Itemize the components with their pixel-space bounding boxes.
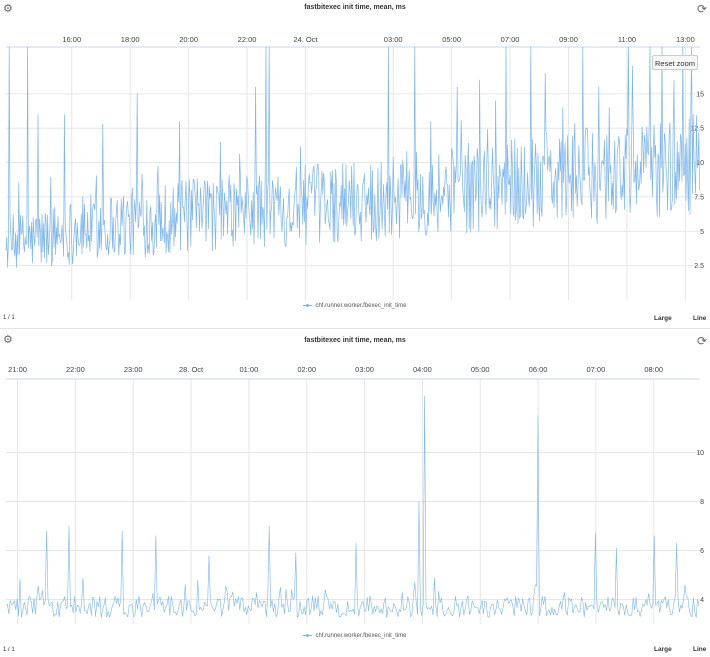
- size-large-button[interactable]: Large: [654, 646, 672, 653]
- x-tick-label: 23:00: [124, 365, 143, 374]
- y-tick-label: 4: [700, 597, 704, 604]
- gear-icon[interactable]: ⚙: [3, 334, 13, 346]
- x-tick-label: 22:00: [66, 365, 85, 374]
- y-tick-label: 8: [700, 499, 704, 506]
- x-tick-label: 02:00: [297, 365, 316, 374]
- x-tick-label: 20:00: [179, 35, 198, 44]
- page-indicator: 1 / 1: [3, 315, 15, 321]
- chart-title: fastbitexec init time, mean, ms: [304, 4, 406, 11]
- chart-panel-1: ⚙ fastbitexec init time, mean, ms ⟳ 16:0…: [0, 0, 710, 328]
- y-tick-label: 10: [696, 450, 704, 457]
- x-tick-label: 24. Oct: [293, 35, 318, 44]
- gear-icon[interactable]: ⚙: [3, 3, 13, 15]
- chart-plot-area[interactable]: 21:00 22:00 23:00 28. Oct 01:00 02:00 03:00 04:…: [0, 329, 710, 657]
- y-tick-label: 5: [700, 229, 704, 236]
- chart-panel-2: ⚙ fastbitexec init time, mean, ms ⟳ 21:0…: [0, 329, 710, 657]
- x-tick-label: 18:00: [121, 35, 140, 44]
- y-tick-label: 15: [696, 91, 704, 98]
- chart-plot-area[interactable]: 16:00 18:00 20:00 22:00 24. Oct 03:00 05:00 07:…: [0, 0, 710, 328]
- x-tick-label: 28. Oct: [179, 365, 204, 374]
- series-line: [5, 395, 700, 618]
- refresh-icon[interactable]: ⟳: [697, 334, 708, 348]
- line-mode-button[interactable]: Line: [693, 315, 707, 322]
- reset-zoom-button[interactable]: Reset zoom: [652, 55, 698, 70]
- x-tick-label: 09:00: [559, 35, 578, 44]
- y-tick-label: 12.5: [690, 126, 704, 133]
- x-tick-label: 08:00: [644, 365, 663, 374]
- x-tick-label: 06:00: [529, 365, 548, 374]
- legend-label: chf.runner.worker.fbexec_init_time: [315, 303, 407, 309]
- legend-item[interactable]: chf.runner.worker.fbexec_init_time: [0, 303, 710, 309]
- legend-swatch: [303, 633, 313, 637]
- x-tick-label: 01:00: [240, 365, 259, 374]
- x-tick-label: 07:00: [587, 365, 606, 374]
- page-indicator: 1 / 1: [3, 647, 15, 653]
- size-large-button[interactable]: Large: [654, 315, 672, 322]
- x-tick-label: 03:00: [355, 365, 374, 374]
- x-tick-label: 22:00: [238, 35, 257, 44]
- legend-label: chf.runner.worker.fbexec_init_time: [315, 633, 407, 639]
- x-tick-label: 16:00: [62, 35, 81, 44]
- x-tick-label: 05:00: [471, 365, 490, 374]
- refresh-icon[interactable]: ⟳: [697, 2, 708, 16]
- y-tick-label: 7.5: [694, 194, 704, 201]
- chart-title: fastbitexec init time, mean, ms: [304, 337, 406, 344]
- x-tick-label: 05:00: [442, 35, 461, 44]
- x-tick-label: 21:00: [8, 365, 27, 374]
- y-tick-label: 10: [696, 160, 704, 167]
- line-mode-button[interactable]: Line: [693, 646, 707, 653]
- x-tick-label: 04:00: [413, 365, 432, 374]
- y-tick-label: 2.5: [694, 263, 704, 270]
- x-tick-label: 11:00: [618, 35, 636, 44]
- panel-divider: [0, 328, 710, 329]
- legend-swatch: [303, 303, 313, 307]
- legend-item[interactable]: chf.runner.worker.fbexec_init_time: [0, 633, 710, 639]
- x-tick-label: 03:00: [384, 35, 403, 44]
- series-line: [5, 46, 700, 268]
- x-tick-label: 13:00: [676, 35, 695, 44]
- x-tick-label: 07:00: [501, 35, 520, 44]
- y-tick-label: 6: [700, 548, 704, 555]
